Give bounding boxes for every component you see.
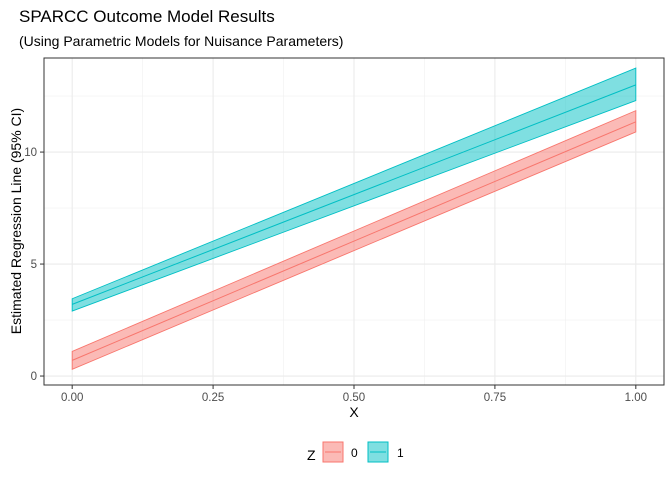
x-tick-label: 0.75 <box>484 392 506 404</box>
legend-label-0: 0 <box>351 446 358 460</box>
y-tick-label: 10 <box>24 147 37 159</box>
legend-item-1: 1 <box>367 441 404 463</box>
plot-panel <box>43 57 665 386</box>
series-layer <box>71 67 637 370</box>
y-tick-label: 5 <box>31 259 37 271</box>
grid-major <box>44 58 664 385</box>
x-tick-label: 0.50 <box>343 392 365 404</box>
fit-line-z1 <box>72 84 636 305</box>
y-axis: 0 5 10 <box>24 147 44 383</box>
x-tick-label: 0.25 <box>202 392 224 404</box>
fit-line-z0 <box>71 121 637 361</box>
chart-subtitle: (Using Parametric Models for Nuisance Pa… <box>19 33 343 49</box>
x-axis: 0.00 0.25 0.50 0.75 1.00 <box>61 385 647 404</box>
y-tick-label: 0 <box>31 371 37 383</box>
x-tick-label: 1.00 <box>625 392 647 404</box>
ci-ribbon-z1 <box>71 67 637 312</box>
legend-label-1: 1 <box>397 446 404 460</box>
ci-ribbon-z0 <box>71 109 637 370</box>
legend: Z 0 1 <box>307 441 404 463</box>
chart-title: SPARCC Outcome Model Results <box>19 7 275 26</box>
legend-item-0: 0 <box>322 441 358 463</box>
y-axis-label: Estimated Regression Line (95% CI) <box>8 108 24 334</box>
x-axis-label: X <box>349 404 359 420</box>
x-tick-label: 0.00 <box>61 392 83 404</box>
legend-title: Z <box>307 447 316 463</box>
